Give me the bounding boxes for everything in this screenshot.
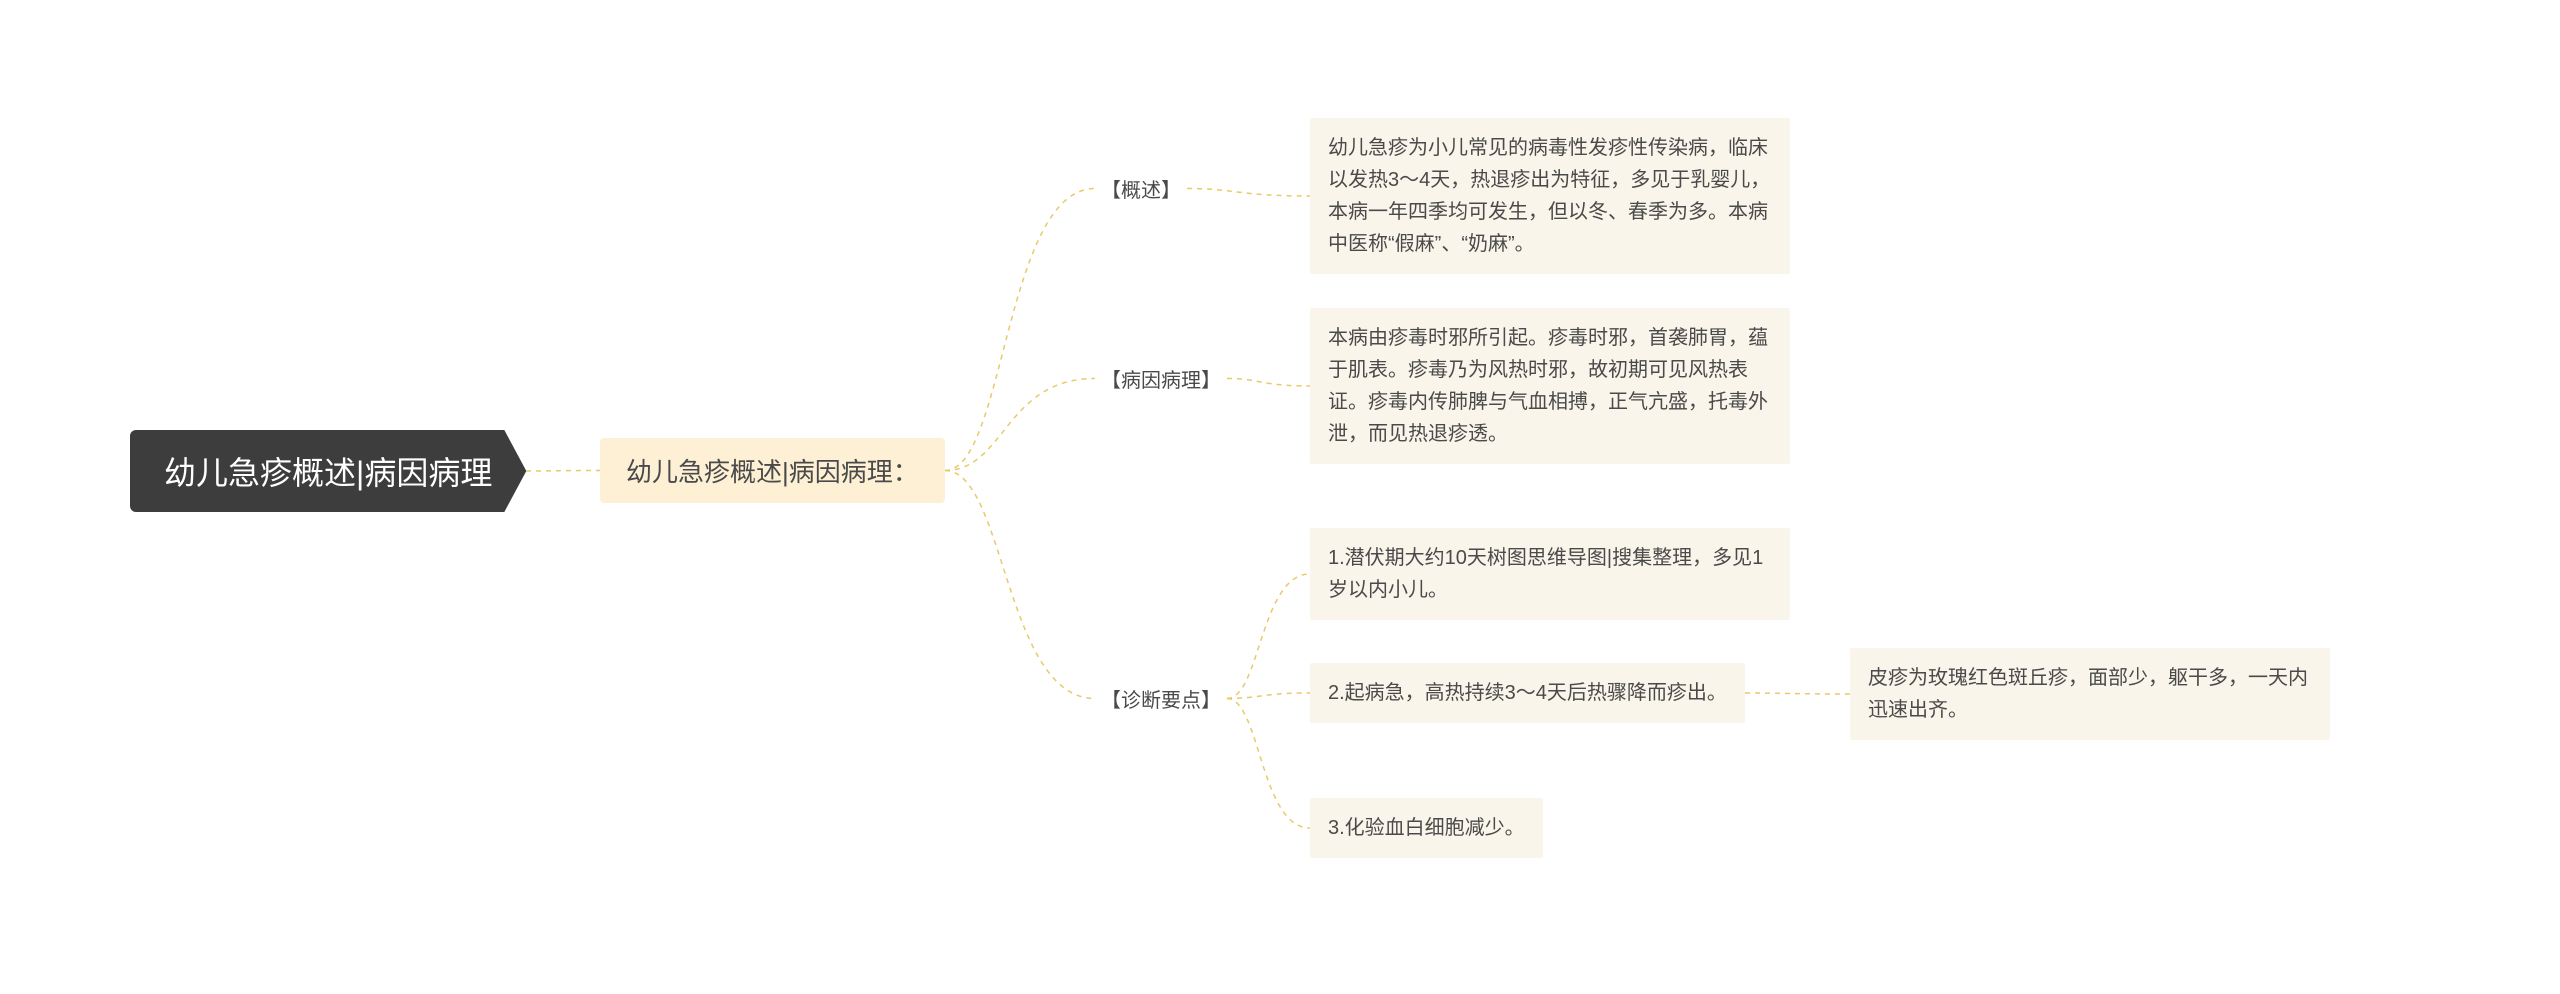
- leaf-etiology-text[interactable]: 本病由疹毒时邪所引起。疹毒时邪，首袭肺胃，蕴于肌表。疹毒乃为风热时邪，故初期可见…: [1310, 308, 1790, 464]
- branch-label: 【概述】: [1101, 174, 1181, 203]
- level1-label: 幼儿急疹概述|病因病理：: [626, 452, 919, 489]
- leaf-text: 幼儿急疹为小儿常见的病毒性发疹性传染病，临床以发热3～4天，热退疹出为特征，多见…: [1328, 132, 1772, 260]
- branch-diagnosis[interactable]: 【诊断要点】: [1095, 680, 1227, 717]
- root-label: 幼儿急疹概述|病因病理: [164, 448, 492, 494]
- leaf-text: 皮疹为玫瑰红色斑丘疹，面部少，躯干多，一天内迅速出齐。: [1868, 662, 2312, 726]
- branch-label: 【病因病理】: [1101, 364, 1221, 393]
- mindmap-canvas: 幼儿急疹概述|病因病理 幼儿急疹概述|病因病理： 【概述】 【病因病理】 【诊断…: [0, 0, 2560, 994]
- branch-label: 【诊断要点】: [1101, 684, 1221, 713]
- leaf-diagnosis-2[interactable]: 2.起病急，高热持续3～4天后热骤降而疹出。: [1310, 663, 1745, 723]
- branch-overview[interactable]: 【概述】: [1095, 170, 1187, 207]
- leaf-overview-text[interactable]: 幼儿急疹为小儿常见的病毒性发疹性传染病，临床以发热3～4天，热退疹出为特征，多见…: [1310, 118, 1790, 274]
- leaf-text: 1.潜伏期大约10天树图思维导图|搜集整理，多见1岁以内小儿。: [1328, 542, 1772, 606]
- root-node[interactable]: 幼儿急疹概述|病因病理: [130, 430, 526, 512]
- leaf-text: 3.化验血白细胞减少。: [1328, 812, 1525, 844]
- leaf-diagnosis-3[interactable]: 3.化验血白细胞减少。: [1310, 798, 1543, 858]
- leaf-diagnosis-2-detail[interactable]: 皮疹为玫瑰红色斑丘疹，面部少，躯干多，一天内迅速出齐。: [1850, 648, 2330, 740]
- leaf-diagnosis-1[interactable]: 1.潜伏期大约10天树图思维导图|搜集整理，多见1岁以内小儿。: [1310, 528, 1790, 620]
- level1-node[interactable]: 幼儿急疹概述|病因病理：: [600, 438, 945, 503]
- branch-etiology[interactable]: 【病因病理】: [1095, 360, 1227, 397]
- leaf-text: 本病由疹毒时邪所引起。疹毒时邪，首袭肺胃，蕴于肌表。疹毒乃为风热时邪，故初期可见…: [1328, 322, 1772, 450]
- leaf-text: 2.起病急，高热持续3～4天后热骤降而疹出。: [1328, 677, 1727, 709]
